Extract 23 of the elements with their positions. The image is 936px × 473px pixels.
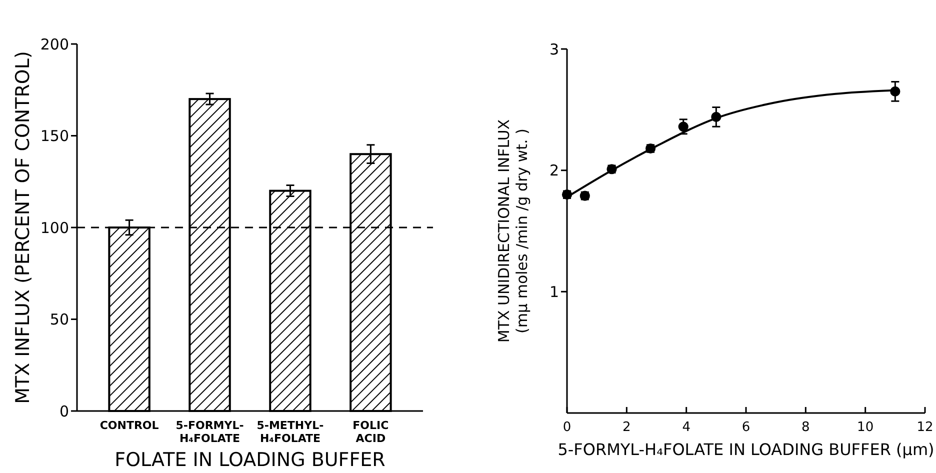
- x-tick-label: 4: [682, 420, 690, 435]
- y-tick-label: 2: [549, 162, 559, 180]
- x-tick-label: CONTROL: [100, 419, 159, 432]
- y-tick-label: 200: [40, 35, 69, 54]
- x-tick-label: 8: [802, 420, 810, 435]
- y-tick-label: 100: [40, 218, 69, 237]
- y-axis-title: MTX UNIDIRECTIONAL INFLUX (mμ moles /min /g dry wt. ): [495, 119, 531, 343]
- x-tick-label: 10: [857, 420, 874, 435]
- x-tick-label: 12: [916, 420, 934, 435]
- x-tick-label: 0: [562, 420, 572, 435]
- x-tick-label: 5-METHYL- H₄FOLATE: [256, 419, 324, 445]
- x-tick-label: 2: [622, 420, 631, 435]
- x-tick-label: 6: [742, 420, 750, 435]
- y-tick-label: 50: [50, 310, 69, 328]
- y-tick-label: 150: [40, 127, 69, 145]
- x-axis-title: 5-FORMYL-H₄FOLATE IN LOADING BUFFER (μm): [558, 440, 934, 459]
- y-tick-label: 3: [549, 40, 559, 58]
- y-tick-label: 1: [549, 282, 559, 301]
- y-axis-title: MTX INFLUX (PERCENT OF CONTROL): [12, 51, 34, 404]
- x-tick-label: FOLIC ACID: [352, 419, 389, 445]
- x-axis-title: FOLATE IN LOADING BUFFER: [114, 449, 386, 471]
- x-tick-label: 5-FORMYL- H₄FOLATE: [176, 419, 244, 445]
- y-tick-label: 0: [59, 402, 69, 420]
